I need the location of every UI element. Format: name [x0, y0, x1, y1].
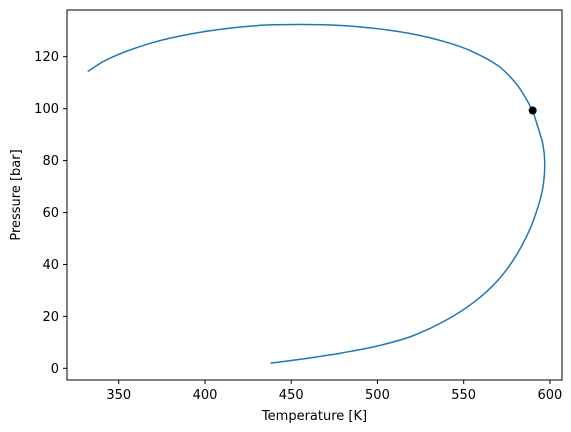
plot-area: [67, 10, 562, 380]
y-tick-label-0: 0: [51, 362, 59, 377]
x-tick-label-4: 550: [451, 388, 476, 403]
x-axis-label: Temperature [K]: [261, 409, 367, 424]
x-tick-label-5: 600: [538, 388, 563, 403]
x-tick-label-2: 450: [279, 388, 304, 403]
y-tick-label-3: 60: [42, 206, 59, 221]
y-tick-label-5: 100: [34, 102, 59, 117]
marker-point-0: [528, 106, 537, 115]
data-layer: [87, 23, 546, 364]
x-tick-label-3: 500: [365, 388, 390, 403]
plot-frame: [66, 9, 563, 381]
y-tick-label-2: 40: [42, 258, 59, 273]
series-line-0: [87, 23, 546, 364]
ticks-layer: 350 400 450 500 550 600 0 20 40 60 80 100 120: [34, 50, 562, 403]
x-tick-label-0: 350: [106, 388, 131, 403]
y-tick-label-1: 20: [42, 310, 59, 325]
x-tick-label-1: 400: [193, 388, 218, 403]
y-tick-label-6: 120: [34, 50, 59, 65]
y-axis-label: Pressure [bar]: [9, 149, 24, 240]
y-tick-label-4: 80: [42, 154, 59, 169]
